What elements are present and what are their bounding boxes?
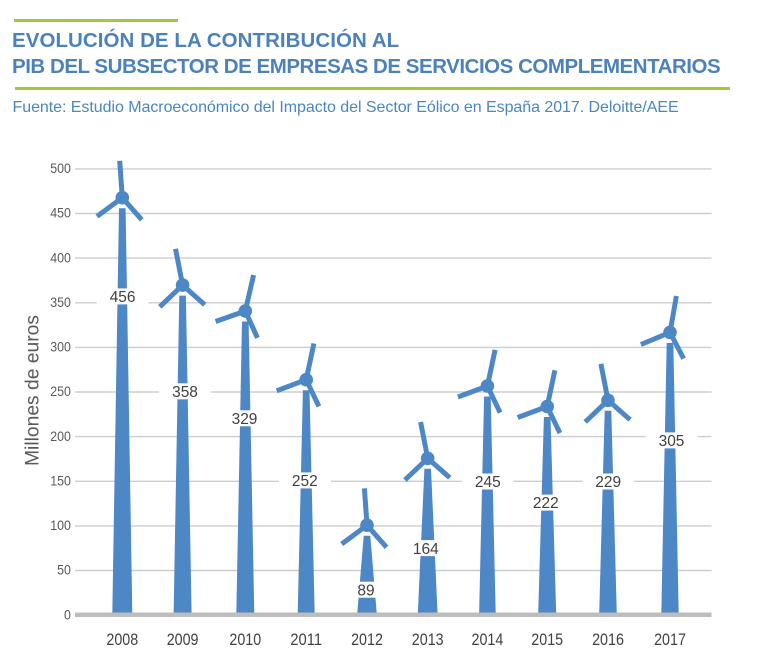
svg-text:305: 305: [659, 433, 685, 450]
svg-text:150: 150: [50, 473, 71, 489]
svg-text:50: 50: [57, 562, 71, 578]
svg-text:2010: 2010: [229, 630, 261, 649]
svg-text:329: 329: [232, 411, 258, 428]
svg-text:Millones de euros: Millones de euros: [23, 315, 44, 466]
svg-text:500: 500: [50, 160, 71, 176]
svg-text:2009: 2009: [167, 630, 199, 649]
svg-text:164: 164: [413, 541, 439, 558]
svg-text:450: 450: [50, 205, 71, 221]
svg-text:2012: 2012: [351, 630, 383, 649]
svg-text:250: 250: [50, 383, 71, 399]
svg-text:0: 0: [64, 606, 71, 622]
svg-text:300: 300: [50, 339, 71, 355]
svg-text:2016: 2016: [592, 630, 624, 649]
svg-text:229: 229: [595, 474, 621, 491]
svg-text:2011: 2011: [290, 630, 322, 649]
svg-text:2017: 2017: [654, 630, 686, 649]
svg-text:2013: 2013: [412, 630, 444, 649]
svg-text:358: 358: [172, 384, 198, 401]
svg-text:456: 456: [110, 289, 136, 306]
svg-text:200: 200: [50, 428, 71, 444]
svg-text:2008: 2008: [106, 630, 138, 649]
svg-text:350: 350: [50, 294, 71, 310]
svg-text:245: 245: [475, 474, 501, 491]
svg-text:2015: 2015: [531, 630, 563, 649]
svg-text:252: 252: [292, 473, 318, 490]
svg-text:222: 222: [533, 495, 559, 512]
svg-text:100: 100: [50, 517, 71, 533]
svg-text:2014: 2014: [472, 630, 504, 649]
svg-text:89: 89: [357, 582, 374, 599]
svg-text:400: 400: [50, 249, 71, 265]
